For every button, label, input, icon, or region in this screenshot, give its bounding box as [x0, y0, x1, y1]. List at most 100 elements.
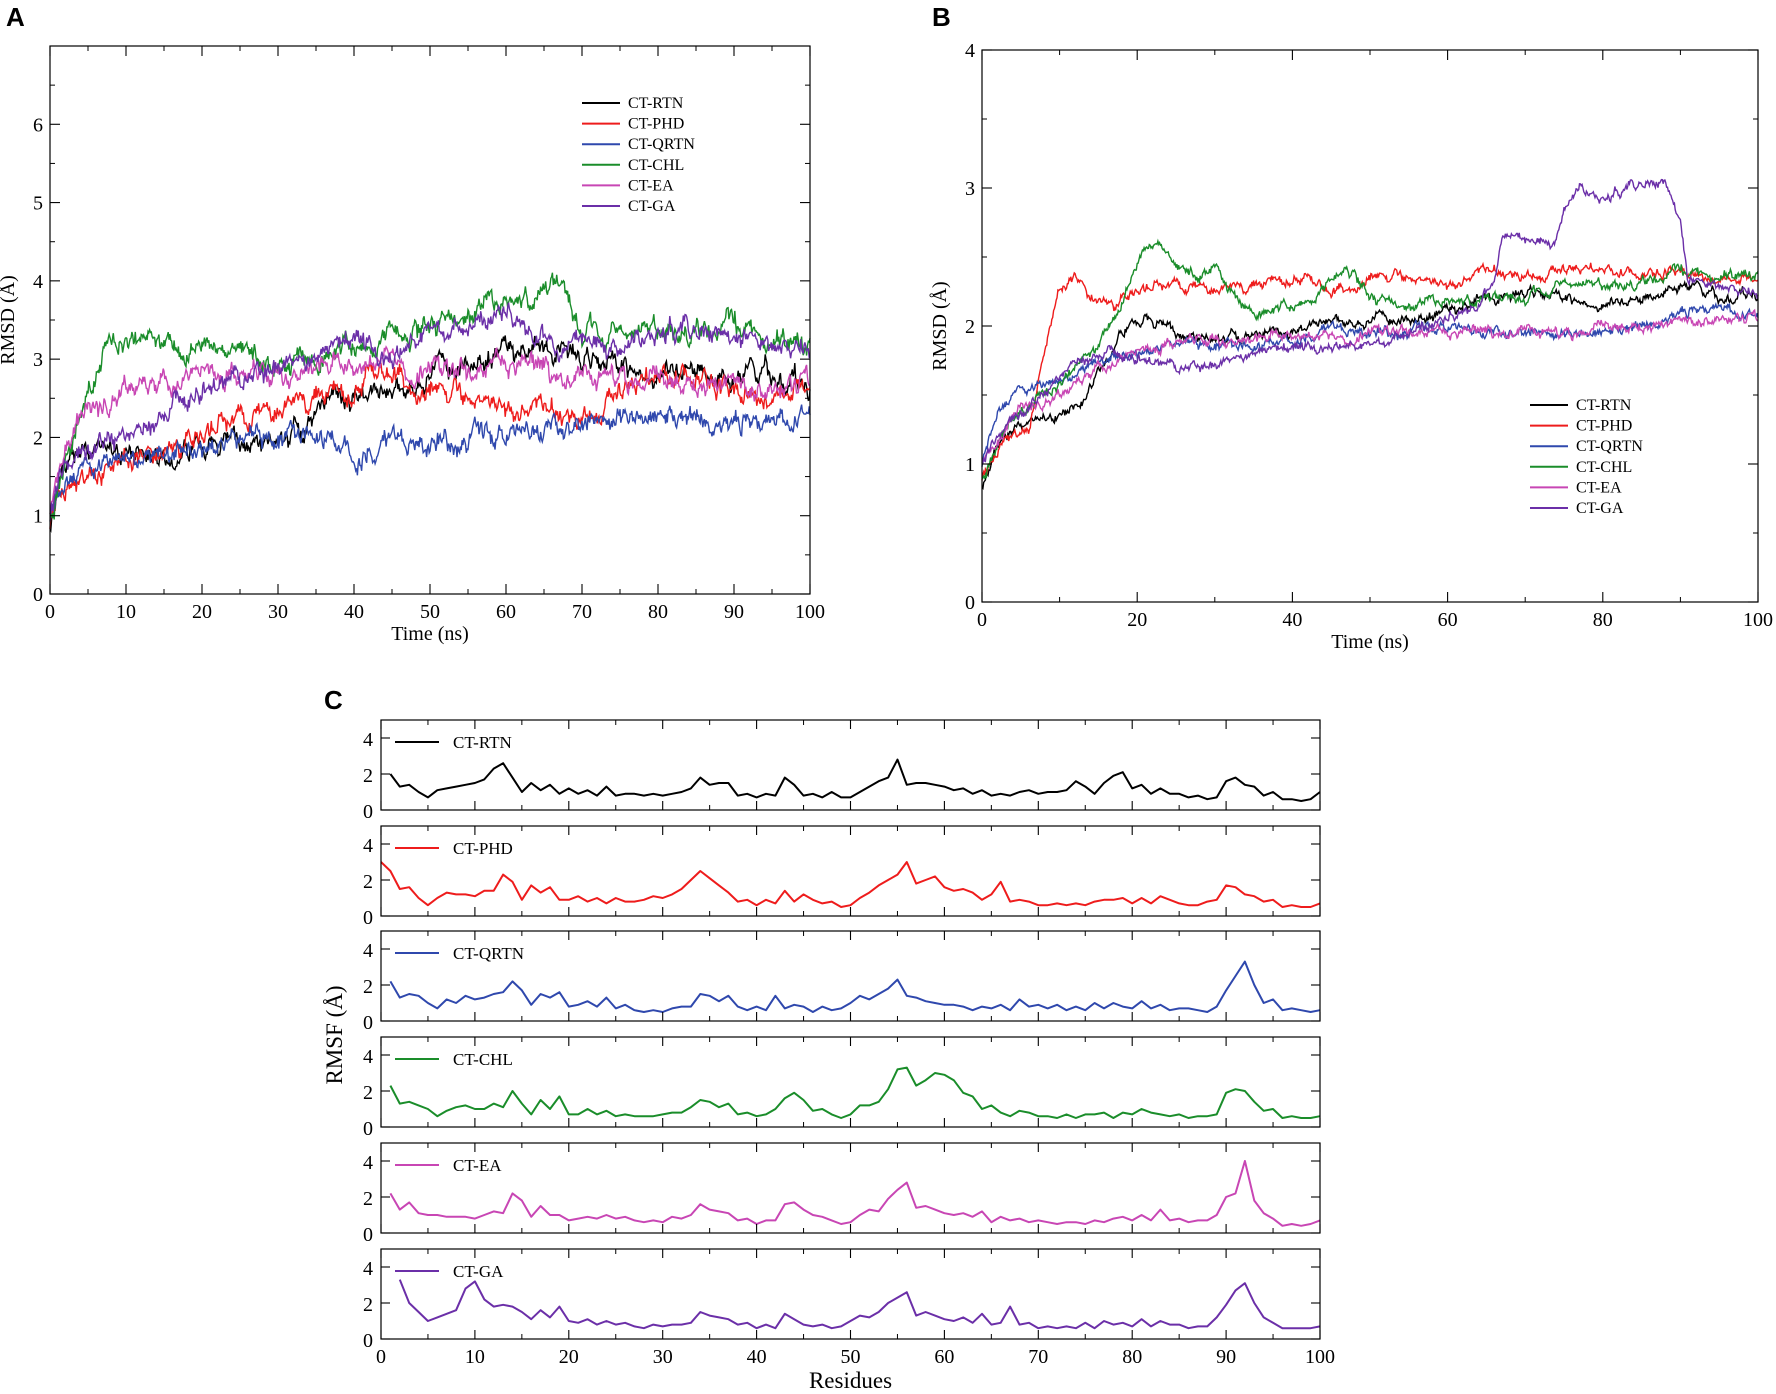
panel-c-x-tick-label: 50: [841, 1346, 861, 1368]
panel-a-x-tick-label: 20: [192, 601, 212, 623]
panel-a-legend-label-ct-ga: CT-GA: [628, 198, 676, 215]
panel-c-subplot-ct-ga-line: [398, 1279, 1321, 1330]
panel-c-subplot-ct-qrtn-y-tick-label: 4: [363, 940, 373, 962]
panel-a-series-ct-phd: [49, 359, 811, 529]
panel-c-subplot-ct-qrtn-legend-label: CT-QRTN: [453, 944, 524, 963]
panel-b-x-axis-label: Time (ns): [1331, 631, 1409, 653]
panel-c-subplot-ct-rtn-legend-label: CT-RTN: [453, 733, 512, 752]
panel-c-subplot-ct-ea-line: [389, 1160, 1321, 1227]
panel-label-a: A: [6, 2, 25, 32]
panel-b-series-ct-chl: [981, 238, 1759, 481]
panel-c-subplot-ct-qrtn-y-tick-label: 0: [363, 1012, 373, 1034]
panel-a-x-tick-label: 30: [268, 601, 288, 623]
panel-a-legend-label-ct-qrtn: CT-QRTN: [628, 136, 695, 153]
panel-c-subplot-ct-rtn-y-tick-label: 2: [363, 765, 373, 787]
panel-c-subplot-ct-ga: 0 2 4 CT-GA 0 10 20 30 40 50 60 70 80 90 100: [363, 1248, 1335, 1368]
panel-c-subplot-ct-chl-line: [389, 1066, 1321, 1119]
panel-b-legend-label-ct-phd: CT-PHD: [1576, 418, 1632, 435]
panel-b-x-tick-label: 40: [1282, 609, 1302, 631]
panel-a-x-axis-label: Time (ns): [391, 623, 469, 645]
panel-c-x-tick-label: 30: [653, 1346, 673, 1368]
panel-a-legend-label-ct-chl: CT-CHL: [628, 157, 684, 174]
panel-a-y-tick-label: 3: [33, 349, 43, 371]
panel-c-subplot-ct-qrtn: 0 2 4 CT-QRTN: [363, 930, 1321, 1034]
panel-c-x-tick-label: 60: [934, 1346, 954, 1368]
panel-c-subplot-ct-ea-y-tick-label: 0: [363, 1224, 373, 1246]
panel-c-x-tick-label: 90: [1216, 1346, 1236, 1368]
panel-c-subplot-ct-ea-legend-label: CT-EA: [453, 1156, 502, 1175]
panel-a-y-tick-label: 1: [33, 506, 43, 528]
panel-c-subplot-ct-ea-y-tick-label: 2: [363, 1188, 373, 1210]
panel-b-series-ct-qrtn: [981, 301, 1759, 467]
panel-a-legend-label-ct-ea: CT-EA: [628, 177, 674, 194]
panel-a-legend-label-ct-rtn: CT-RTN: [628, 95, 684, 112]
panel-c-x-tick-label: 10: [465, 1346, 485, 1368]
panel-b-legend-label-ct-ga: CT-GA: [1576, 500, 1624, 517]
panel-c-subplot-ct-ga-y-tick-label: 0: [363, 1330, 373, 1352]
panel-a-legend: CT-RTN CT-PHD CT-QRTN CT-CHL CT-EA CT-GA: [582, 95, 695, 215]
panel-c-subplot-ct-ea: 0 2 4 CT-EA: [363, 1142, 1321, 1246]
panel-c-subplot-ct-rtn-y-tick-label: 0: [363, 801, 373, 823]
panel-b-series-ct-ga: [981, 178, 1759, 464]
panel-b-y-tick-label: 4: [965, 40, 975, 62]
panel-c-subplot-ct-qrtn-y-tick-label: 2: [363, 976, 373, 998]
panel-a-x-tick-label: 80: [648, 601, 668, 623]
panel-c-x-tick-label: 0: [376, 1346, 386, 1368]
panel-c-subplot-ct-ga-y-tick-label: 4: [363, 1258, 373, 1280]
panel-c-subplot-ct-chl-y-tick-label: 2: [363, 1082, 373, 1104]
panel-b-legend: CT-RTN CT-PHD CT-QRTN CT-CHL CT-EA CT-GA: [1530, 397, 1643, 517]
panel-c-subplot-ct-ga-legend-label: CT-GA: [453, 1262, 504, 1281]
panel-label-c: C: [324, 685, 343, 715]
panel-c-x-tick-label: 80: [1122, 1346, 1142, 1368]
panel-c-subplot-ct-rtn-y-tick-label: 4: [363, 729, 373, 751]
panel-a-x-tick-label: 10: [116, 601, 136, 623]
panel-c-subplot-ct-chl-y-tick-label: 4: [363, 1046, 373, 1068]
panel-c-subplot-ct-chl-legend-label: CT-CHL: [453, 1050, 513, 1069]
panel-a-y-tick-label: 4: [33, 271, 43, 293]
panel-b-legend-label-ct-qrtn: CT-QRTN: [1576, 438, 1643, 455]
panel-b-series-ct-ea: [981, 308, 1759, 464]
panel-c-subplot-ct-qrtn-line: [389, 960, 1321, 1013]
panel-a-x-tick-label: 90: [724, 601, 744, 623]
panel-a-series-ct-ga: [49, 302, 811, 515]
panel-a-y-tick-label: 0: [33, 584, 43, 606]
panel-b-rmsd-chart: 0 20 40 60 80 100 0 1 2 3 4 Time (ns) RMSD (Å) CT-…: [929, 40, 1773, 653]
panel-b-x-tick-label: 0: [977, 609, 987, 631]
panel-c-x-tick-label: 20: [559, 1346, 579, 1368]
panel-a-y-tick-label: 2: [33, 427, 43, 449]
panel-b-legend-label-ct-ea: CT-EA: [1576, 479, 1622, 496]
panel-b-y-tick-label: 3: [965, 178, 975, 200]
panel-c-subplot-ct-rtn: 0 2 4 CT-RTN: [363, 719, 1321, 823]
panel-c-subplot-ct-phd-line: [380, 861, 1321, 908]
panel-b-series-ct-phd: [981, 261, 1759, 481]
panel-c-subplot-ct-phd-y-tick-label: 4: [363, 835, 373, 857]
panel-a-y-axis-label: RMSD (Å): [0, 275, 19, 364]
panel-a-series-ct-ea: [49, 345, 811, 514]
panel-c-x-tick-label: 100: [1305, 1346, 1335, 1368]
panel-c-subplot-ct-phd-y-tick-label: 2: [363, 871, 373, 893]
panel-a-y-tick-label: 6: [33, 114, 43, 136]
panel-b-x-tick-label: 80: [1593, 609, 1613, 631]
panel-b-y-tick-label: 0: [965, 592, 975, 614]
panel-c-subplot-ct-chl-y-tick-label: 0: [363, 1118, 373, 1140]
panel-c-x-axis-label: Residues: [809, 1368, 892, 1393]
panel-a-legend-label-ct-phd: CT-PHD: [628, 116, 684, 133]
panel-b-y-axis-label: RMSD (Å): [929, 281, 951, 370]
panel-label-b: B: [932, 2, 951, 32]
panel-a-x-tick-label: 40: [344, 601, 364, 623]
panel-b-y-tick-label: 1: [965, 454, 975, 476]
panel-b-legend-label-ct-chl: CT-CHL: [1576, 459, 1632, 476]
panel-a-x-tick-label: 70: [572, 601, 592, 623]
panel-c-x-tick-label: 40: [747, 1346, 767, 1368]
panel-c-subplot-ct-chl: 0 2 4 CT-CHL: [363, 1036, 1321, 1140]
panel-a-series-ct-qrtn: [49, 404, 811, 522]
panel-b-x-tick-label: 100: [1743, 609, 1773, 631]
panel-c-subplot-ct-ea-y-tick-label: 4: [363, 1152, 373, 1174]
panel-c-subplot-ct-rtn-line: [389, 758, 1321, 802]
panel-a-y-tick-label: 5: [33, 193, 43, 215]
panel-c-subplot-ct-phd: 0 2 4 CT-PHD: [363, 825, 1321, 929]
panel-b-legend-label-ct-rtn: CT-RTN: [1576, 397, 1632, 414]
panel-a-x-tick-label: 50: [420, 601, 440, 623]
